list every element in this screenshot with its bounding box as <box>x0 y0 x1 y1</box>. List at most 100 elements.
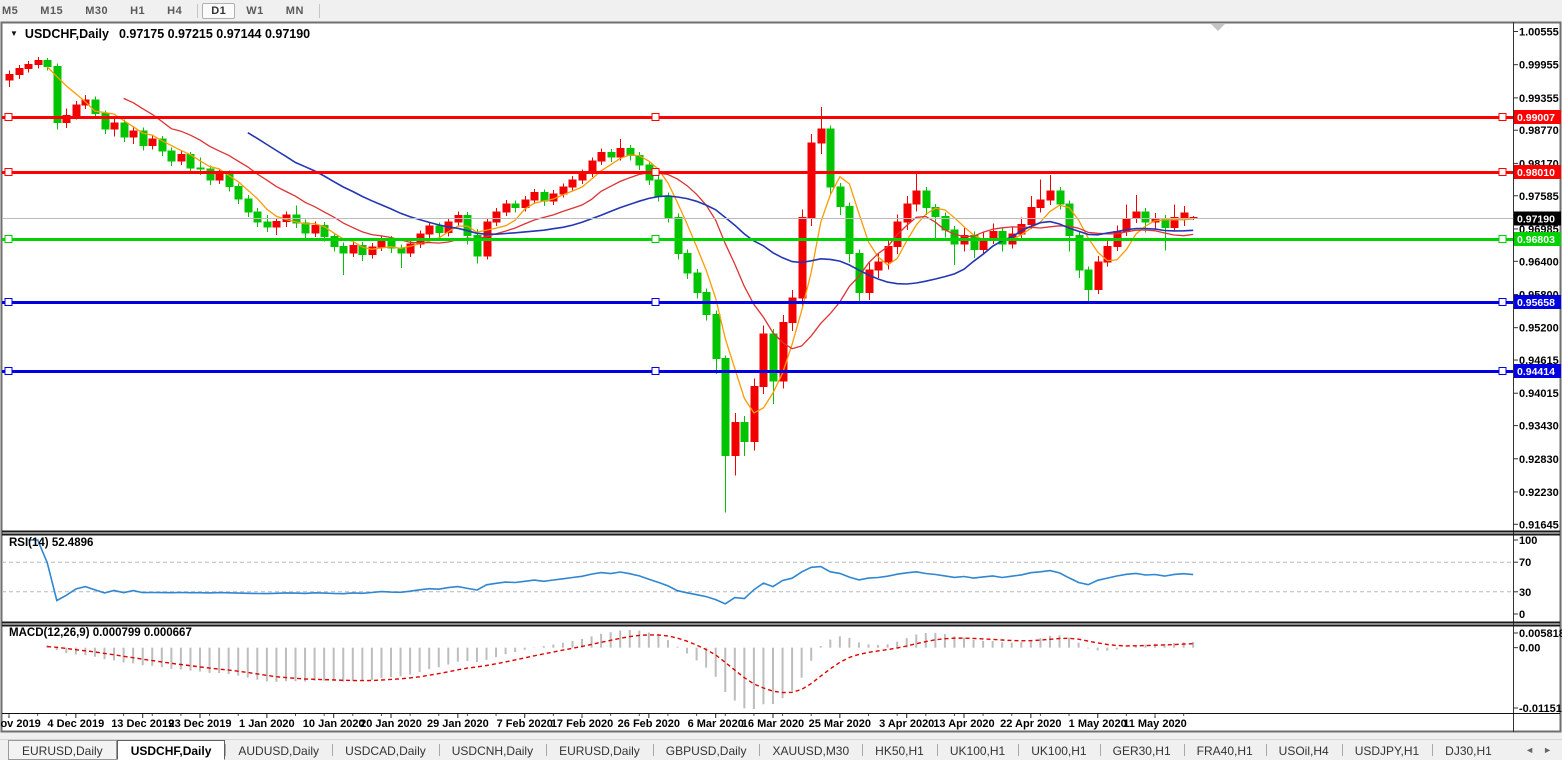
hline-handle[interactable] <box>1498 366 1507 376</box>
price-tick-label: 0.95200 <box>1519 323 1559 335</box>
price-axis: 1.005550.999550.993550.987700.981700.975… <box>0 22 1561 732</box>
macd-tick-label: 0.00 <box>1519 643 1540 655</box>
timeframe-w1[interactable]: W1 <box>246 4 264 17</box>
macd-signal-line <box>47 634 1194 694</box>
timeframe-m30[interactable]: M30 <box>85 4 109 17</box>
date-tick-label: 1 May 2020 <box>1069 718 1127 730</box>
chart-symbol-label: USDCHF,Daily <box>24 27 109 41</box>
tab-dj30-h1[interactable]: DJ30,H1 <box>1432 740 1505 760</box>
price-badge: 0.95658 <box>1517 297 1555 309</box>
macd-tick-label: -0.011514 <box>1519 703 1562 715</box>
chevron-down-icon[interactable]: ▼ <box>10 29 18 38</box>
rsi-tick-label: 30 <box>1519 587 1531 599</box>
tab-xauusd-m30[interactable]: XAUUSD,M30 <box>759 740 862 760</box>
macd-indicator-label: MACD(12,26,9) 0.000799 0.000667 <box>9 627 192 639</box>
rsi-line <box>28 539 1194 605</box>
date-tick-label: 17 Feb 2020 <box>551 718 613 730</box>
timeframe-mn[interactable]: MN <box>285 4 304 17</box>
timeframe-h1[interactable]: H1 <box>130 4 146 17</box>
timeframe-h4[interactable]: H4 <box>167 4 183 17</box>
symbol-tab-bar: EURUSD,Daily USDCHF,Daily AUDUSD,Daily USDC… <box>0 739 1562 760</box>
timeframe-toolbar: M5 M15 M30 H1 H4 D1 W1 MN <box>0 0 324 21</box>
date-tick-label: 20 Jan 2020 <box>360 718 422 730</box>
tab-gbpusd-daily[interactable]: GBPUSD,Daily <box>652 740 760 760</box>
hline-handle[interactable] <box>1498 297 1507 307</box>
hline-handle[interactable] <box>4 234 13 244</box>
horizontal-line-objects[interactable] <box>2 112 1513 376</box>
price-tick-label: 1.00555 <box>1519 27 1559 39</box>
tab-uk100-h1[interactable]: UK100,H1 <box>1018 740 1099 760</box>
price-tick-label: 0.99355 <box>1519 93 1559 105</box>
date-tick-label: 13 Dec 2019 <box>111 718 174 730</box>
hline-handle[interactable] <box>651 234 660 244</box>
date-tick-label: 10 Jan 2020 <box>303 718 365 730</box>
tab-hk50-h1[interactable]: HK50,H1 <box>862 740 937 760</box>
chart-ohlc-quote: 0.97175 0.97215 0.97144 0.97190 <box>118 27 311 41</box>
hline-handle[interactable] <box>1498 234 1507 244</box>
hline-handle[interactable] <box>4 167 13 177</box>
date-tick-label: 26 Feb 2020 <box>618 718 680 730</box>
chart-title: ▼ USDCHF,Daily 0.97175 0.97215 0.97144 0.9… <box>10 27 310 41</box>
hline-handle[interactable] <box>4 366 13 376</box>
timeframe-m5[interactable]: M5 <box>2 4 19 17</box>
tab-usdchf-daily[interactable]: USDCHF,Daily <box>116 740 226 760</box>
price-badge: 0.97190 <box>1517 214 1555 226</box>
price-tick-label: 0.97585 <box>1519 191 1559 203</box>
tab-scroll-arrows: ◄ ► <box>1525 740 1562 760</box>
tab-eurusd-daily[interactable]: EURUSD,Daily <box>8 740 117 760</box>
price-badge: 0.94414 <box>1517 366 1555 378</box>
hline-handle[interactable] <box>1498 167 1507 177</box>
date-tick-label: 29 Jan 2020 <box>427 718 489 730</box>
tab-usdjpy-h1[interactable]: USDJPY,H1 <box>1341 740 1432 760</box>
hline-handle[interactable] <box>651 366 660 376</box>
hline-handle[interactable] <box>4 112 13 122</box>
tabs-scroll-left-icon[interactable]: ◄ <box>1525 745 1535 755</box>
hline-handle[interactable] <box>651 297 660 307</box>
tabs-scroll-right-icon[interactable]: ► <box>1543 745 1552 755</box>
tab-usdcad-daily[interactable]: USDCAD,Daily <box>332 740 439 760</box>
price-tick-label: 0.92830 <box>1519 454 1559 466</box>
tab-fra40-h1[interactable]: FRA40,H1 <box>1183 740 1266 760</box>
timeframe-m15[interactable]: M15 <box>40 4 64 17</box>
chart-shift-marker-icon <box>1211 24 1225 31</box>
toolbar-separator <box>197 3 199 18</box>
rsi-tick-label: 0 <box>1519 609 1525 621</box>
date-tick-label: 23 Dec 2019 <box>169 718 232 730</box>
timeframe-d1[interactable]: D1 <box>202 2 236 19</box>
tab-eurusd-daily[interactable]: EURUSD,Daily <box>546 740 653 760</box>
rsi-indicator-label: RSI(14) 52.4896 <box>9 537 94 549</box>
date-tick-label: 6 Mar 2020 <box>688 718 744 730</box>
indicator-panels: 100 70 30 0 0.005818 0.00 -0.011514 <box>2 535 1562 715</box>
price-tick-label: 0.93430 <box>1519 421 1559 433</box>
date-tick-label: 3 Apr 2020 <box>879 718 934 730</box>
price-tick-label: 0.98770 <box>1519 125 1559 137</box>
date-tick-label: 16 Mar 2020 <box>742 718 804 730</box>
date-tick-label: 4 Dec 2019 <box>47 718 104 730</box>
date-tick-label: 1 Jan 2020 <box>239 718 295 730</box>
price-tick-label: 0.99955 <box>1519 60 1559 72</box>
price-badge: 0.96803 <box>1517 234 1555 246</box>
hline-handle[interactable] <box>4 297 13 307</box>
hline-handle[interactable] <box>651 167 660 177</box>
price-tick-label: 0.91645 <box>1519 519 1559 531</box>
tab-uk100-h1[interactable]: UK100,H1 <box>936 740 1018 760</box>
date-tick-label: 7 Feb 2020 <box>497 718 553 730</box>
price-badge: 0.99007 <box>1517 112 1555 124</box>
date-tick-label: 25 Mar 2020 <box>809 718 871 730</box>
hline-handle[interactable] <box>651 112 660 122</box>
date-tick-label: 22 Apr 2020 <box>1000 718 1061 730</box>
tab-usdcnh-daily[interactable]: USDCNH,Daily <box>438 740 546 760</box>
date-tick-label: 25 Nov 2019 <box>0 718 41 730</box>
price-tick-label: 0.94015 <box>1519 388 1559 400</box>
tab-ger30-h1[interactable]: GER30,H1 <box>1099 740 1184 760</box>
tab-usoil-h4[interactable]: USOil,H4 <box>1265 740 1342 760</box>
ma-26-line <box>247 132 1194 285</box>
price-tick-label: 0.96400 <box>1519 256 1559 268</box>
date-tick-label: 11 May 2020 <box>1123 718 1187 730</box>
toolbar-separator <box>318 3 320 18</box>
tab-audusd-daily[interactable]: AUDUSD,Daily <box>225 740 332 760</box>
price-badge: 0.98010 <box>1517 167 1555 179</box>
hline-handle[interactable] <box>1498 112 1507 122</box>
